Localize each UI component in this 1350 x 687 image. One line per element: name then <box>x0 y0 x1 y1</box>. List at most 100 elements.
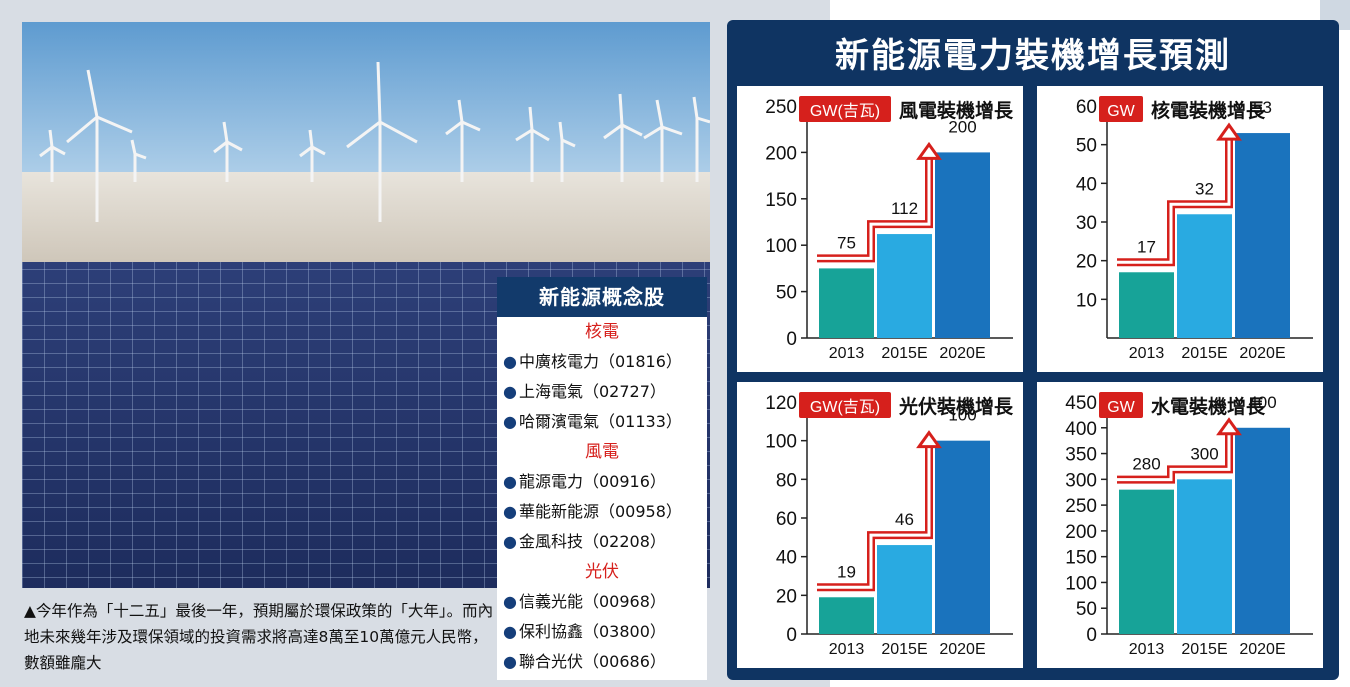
photo-wind-turbines <box>39 61 710 222</box>
data-label: 75 <box>837 233 856 252</box>
y-tick-label: 0 <box>1086 625 1097 646</box>
y-tick-label: 50 <box>1076 599 1097 620</box>
data-label: 112 <box>891 199 918 218</box>
y-tick-label: 450 <box>1065 393 1097 414</box>
bullet-icon: ● <box>503 352 517 371</box>
y-tick-label: 100 <box>1065 573 1097 594</box>
stock-item: ● 上海電氣（02727） <box>497 377 707 407</box>
chart-wind: 0 50 100 150 200 250 2013 75 2015E 112 2020E 200 GW(… <box>737 86 1023 372</box>
data-label: 53 <box>1253 98 1272 117</box>
x-tick-label: 2020E <box>1239 641 1285 658</box>
y-tick-label: 150 <box>765 190 797 211</box>
bar <box>1177 479 1232 634</box>
data-label: 280 <box>1132 455 1160 474</box>
bullet-icon: ● <box>503 382 517 401</box>
y-tick-label: 200 <box>765 143 797 164</box>
x-tick-label: 2013 <box>829 345 865 362</box>
concept-stocks-box: 新能源概念股 核電 ● 中廣核電力（01816） ● 上海電氣（02727） ● 哈爾… <box>497 277 707 680</box>
chart-hydro-svg: 0 50 100 150 200 250 300 350 400 450 2013 280 2015E 3… <box>1065 392 1313 658</box>
stock-name: 聯合光伏（00686） <box>518 652 666 671</box>
stock-name: 中廣核電力（01816） <box>518 352 682 371</box>
bar <box>935 440 990 634</box>
photo-caption: ▲今年作為「十二五」最後一年，預期屬於環保政策的「大年」。而內地未來幾年涉及環保… <box>24 602 494 672</box>
bullet-icon: ● <box>503 502 517 521</box>
chart-solar-svg: 0 20 40 60 80 100 120 2013 19 2015E 46 2020E 100 GW(吉… <box>765 392 1014 658</box>
y-tick-label: 60 <box>776 509 797 530</box>
y-tick-label: 350 <box>1065 445 1097 466</box>
x-tick-label: 2020E <box>1239 345 1285 362</box>
chart-panel: 新能源電力裝機增長預測 0 50 100 150 200 250 2013 75 2015E 11… <box>727 20 1339 680</box>
growth-arrow <box>817 446 931 589</box>
y-tick-label: 30 <box>1076 213 1097 234</box>
bar <box>935 152 990 338</box>
chart-nuclear: 10 20 30 40 50 60 2013 17 2015E 32 2020E 53 GW 核電裝機增長 <box>1037 86 1323 372</box>
y-tick-label: 40 <box>776 548 797 569</box>
chart-title: 水電裝機增長 <box>1151 395 1266 418</box>
arrow-head <box>916 141 942 160</box>
bullet-icon: ● <box>503 532 517 551</box>
stock-item: ● 中廣核電力（01816） <box>497 347 707 377</box>
arrow-head <box>1216 417 1242 436</box>
x-tick-label: 2015E <box>1181 641 1227 658</box>
y-tick-label: 50 <box>776 283 797 304</box>
chart-solar: 0 20 40 60 80 100 120 2013 19 2015E 46 2020E 100 GW(吉… <box>737 382 1023 668</box>
y-tick-label: 40 <box>1076 174 1097 195</box>
y-tick-label: 250 <box>1065 496 1097 517</box>
stock-item: ● 哈爾濱電氣（01133） <box>497 407 707 437</box>
y-tick-label: 120 <box>765 393 797 414</box>
chart-title: 光伏裝機增長 <box>898 395 1014 418</box>
stock-name: 上海電氣（02727） <box>518 382 666 401</box>
chart-hydro: 0 50 100 150 200 250 300 350 400 450 2013 280 2015E 3… <box>1037 382 1323 668</box>
unit-tag-bg <box>799 392 891 418</box>
unit-tag: GW(吉瓦) <box>810 102 880 120</box>
bar <box>819 597 874 634</box>
bar <box>1177 214 1232 338</box>
data-label: 17 <box>1137 237 1156 256</box>
growth-arrow <box>817 158 931 260</box>
chart-title: 風電裝機增長 <box>899 99 1014 122</box>
x-tick-label: 2013 <box>1129 641 1165 658</box>
y-tick-label: 50 <box>1076 136 1097 157</box>
stock-item: ● 華能新能源（00958） <box>497 497 707 527</box>
data-label: 200 <box>948 117 976 136</box>
data-label: 46 <box>895 510 914 529</box>
category-solar: 光伏 <box>585 562 619 582</box>
bar <box>1119 489 1174 634</box>
unit-tag: GW <box>1107 103 1135 120</box>
y-tick-label: 300 <box>1065 470 1097 491</box>
bar <box>819 268 874 338</box>
stock-name: 華能新能源（00958） <box>518 502 682 521</box>
bullet-icon: ● <box>503 412 517 431</box>
stock-name: 信義光能（00968） <box>518 592 666 611</box>
stock-name: 金風科技（02208） <box>518 532 666 551</box>
x-tick-label: 2020E <box>939 345 985 362</box>
data-label: 19 <box>837 562 856 581</box>
y-tick-label: 0 <box>786 329 797 350</box>
y-tick-label: 80 <box>776 470 797 491</box>
unit-tag: GW(吉瓦) <box>810 398 880 416</box>
bar <box>1235 133 1290 338</box>
bullet-icon: ● <box>503 592 517 611</box>
chart-nuclear-svg: 10 20 30 40 50 60 2013 17 2015E 32 2020E 53 GW 核電裝機增長 <box>1076 96 1313 362</box>
stock-item: ● 信義光能（00968） <box>497 587 707 617</box>
y-tick-label: 0 <box>786 625 797 646</box>
data-label: 400 <box>1248 393 1276 412</box>
bullet-icon: ● <box>503 472 517 491</box>
y-tick-label: 20 <box>776 586 797 607</box>
growth-arrow <box>1117 139 1231 264</box>
y-tick-label: 150 <box>1065 548 1097 569</box>
stock-name: 保利協鑫（03800） <box>518 622 666 641</box>
panel-title: 新能源電力裝機增長預測 <box>835 36 1231 76</box>
bar <box>1235 427 1290 634</box>
chart-title: 核電裝機增長 <box>1151 99 1266 122</box>
stock-item: ● 聯合光伏（00686） <box>497 647 707 677</box>
x-tick-label: 2013 <box>1129 345 1165 362</box>
arrow-head <box>1216 122 1242 141</box>
x-tick-label: 2013 <box>829 641 865 658</box>
y-tick-label: 100 <box>765 236 797 257</box>
category-wind: 風電 <box>585 442 619 462</box>
y-tick-label: 10 <box>1076 290 1097 311</box>
category-nuclear: 核電 <box>585 322 619 342</box>
chart-wind-svg: 0 50 100 150 200 250 2013 75 2015E 112 2020E 200 GW(… <box>765 96 1014 362</box>
growth-arrow <box>1117 433 1231 482</box>
